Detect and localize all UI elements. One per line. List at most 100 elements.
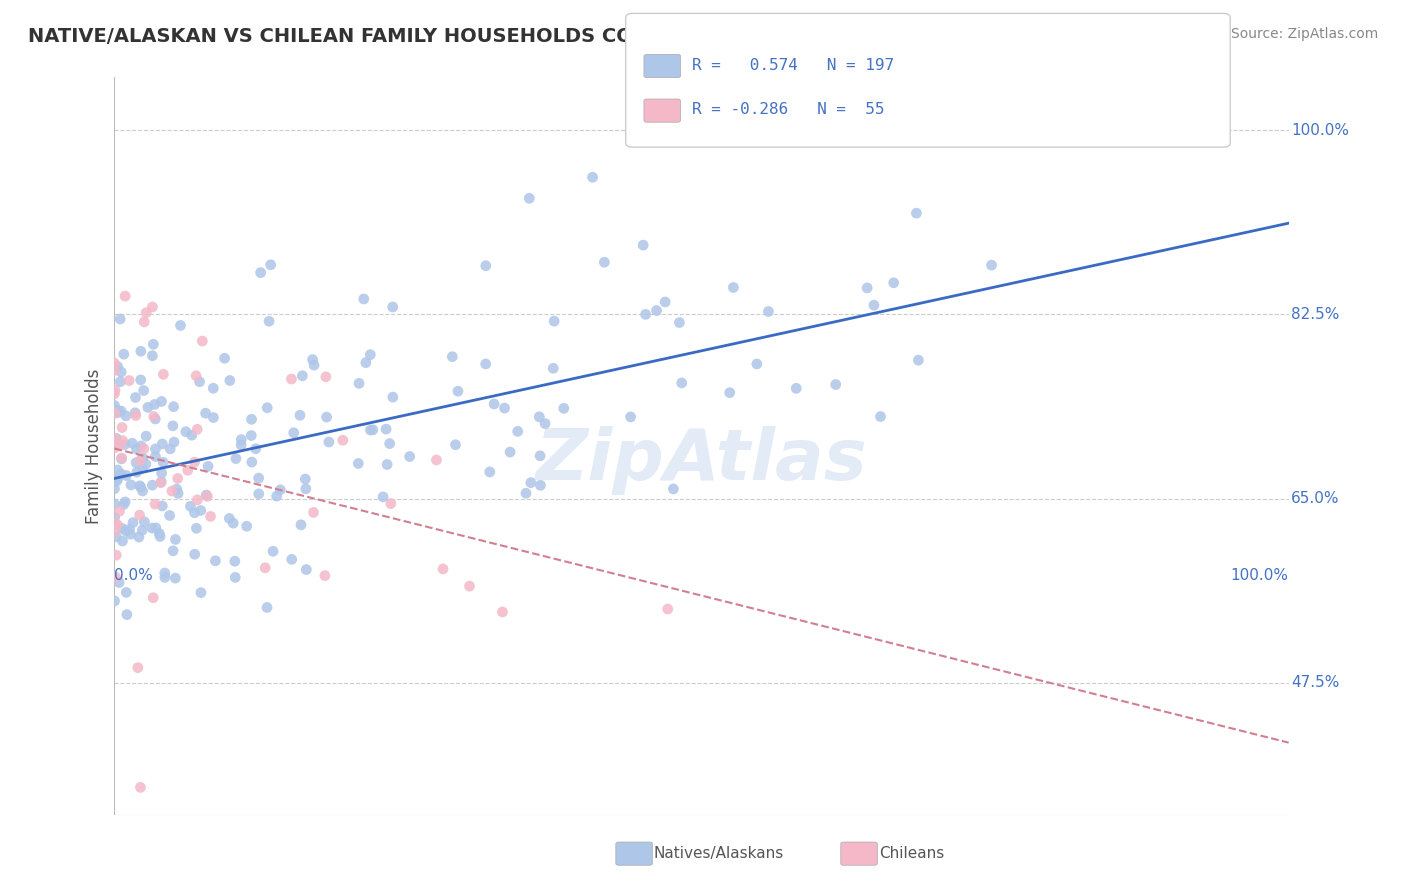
Point xyxy=(378,436,401,450)
Point xyxy=(332,434,354,448)
Point xyxy=(247,471,270,485)
Text: 82.5%: 82.5% xyxy=(1291,307,1340,322)
Point xyxy=(204,554,226,568)
Text: ZipAtlas: ZipAtlas xyxy=(536,426,868,495)
Point xyxy=(553,401,575,416)
Point xyxy=(225,451,247,466)
Point xyxy=(190,585,212,599)
Point xyxy=(398,450,420,464)
Point xyxy=(129,439,152,453)
Point xyxy=(105,475,128,489)
Point xyxy=(907,353,929,368)
Point xyxy=(723,280,745,294)
Point xyxy=(619,409,641,424)
Point xyxy=(129,780,152,795)
Point xyxy=(132,442,155,456)
Point xyxy=(148,526,170,541)
Point xyxy=(131,483,153,498)
Point xyxy=(110,451,132,466)
Point xyxy=(290,517,312,532)
Point xyxy=(107,359,129,374)
Point xyxy=(354,356,377,370)
Point xyxy=(315,369,337,384)
Point xyxy=(104,516,127,531)
Point xyxy=(110,404,132,418)
Point xyxy=(125,465,148,479)
Point xyxy=(191,334,214,348)
Point xyxy=(107,472,129,486)
Point xyxy=(152,455,174,469)
Point xyxy=(302,505,325,519)
Point xyxy=(103,471,125,485)
Point xyxy=(115,468,138,483)
Point xyxy=(150,499,173,513)
Point xyxy=(135,429,157,443)
Text: Natives/Alaskans: Natives/Alaskans xyxy=(654,847,785,861)
Point xyxy=(159,442,181,456)
Point xyxy=(169,318,191,333)
Point xyxy=(162,418,184,433)
Text: Chileans: Chileans xyxy=(879,847,943,861)
Point xyxy=(145,442,167,456)
Point xyxy=(240,428,263,442)
Point xyxy=(103,356,125,370)
Point xyxy=(381,300,404,314)
Point xyxy=(105,432,128,446)
Point xyxy=(224,570,246,584)
Point xyxy=(131,461,153,475)
Text: R =   0.574   N = 197: R = 0.574 N = 197 xyxy=(692,58,894,72)
Point xyxy=(302,358,325,372)
Point xyxy=(375,458,398,472)
Text: R = -0.286   N =  55: R = -0.286 N = 55 xyxy=(692,103,884,117)
Point xyxy=(159,508,181,523)
Point xyxy=(631,238,654,252)
Point xyxy=(103,363,125,377)
Point xyxy=(107,404,129,418)
Point xyxy=(718,385,741,400)
Point xyxy=(107,517,129,532)
Point xyxy=(662,482,685,496)
Point xyxy=(256,401,278,415)
Point xyxy=(654,295,676,310)
Point xyxy=(128,530,150,544)
Point xyxy=(143,412,166,426)
Point xyxy=(256,600,278,615)
Point xyxy=(107,463,129,477)
Point xyxy=(218,511,240,525)
Point xyxy=(141,300,163,314)
Point xyxy=(110,375,132,389)
Point xyxy=(315,410,337,425)
Text: Source: ZipAtlas.com: Source: ZipAtlas.com xyxy=(1230,27,1378,41)
Point xyxy=(183,506,205,520)
Point xyxy=(745,357,768,371)
Point xyxy=(115,607,138,622)
Point xyxy=(249,266,271,280)
Point xyxy=(141,521,163,535)
Point xyxy=(288,409,311,423)
Point xyxy=(129,454,152,468)
Point xyxy=(371,490,394,504)
Point xyxy=(160,483,183,498)
Point xyxy=(671,376,693,390)
Text: 65.0%: 65.0% xyxy=(1291,491,1340,506)
Point xyxy=(108,575,131,590)
Point xyxy=(506,425,529,439)
Point xyxy=(122,516,145,530)
Point xyxy=(108,504,131,518)
Point xyxy=(869,409,891,424)
Point xyxy=(112,498,135,512)
Point xyxy=(231,433,253,447)
Point xyxy=(905,206,928,220)
Point xyxy=(543,314,565,328)
Point xyxy=(280,552,302,566)
Point xyxy=(257,314,280,328)
Point xyxy=(517,191,540,205)
Point xyxy=(127,660,149,674)
Point xyxy=(132,384,155,398)
Point xyxy=(105,530,128,544)
Point xyxy=(291,368,314,383)
Point xyxy=(149,529,172,543)
Point xyxy=(186,492,208,507)
Point xyxy=(260,258,283,272)
Point xyxy=(301,352,323,367)
